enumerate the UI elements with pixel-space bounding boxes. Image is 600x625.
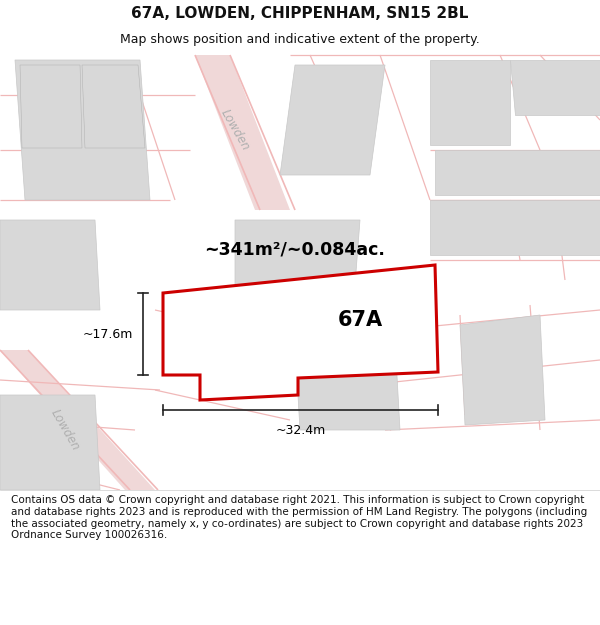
Polygon shape xyxy=(430,200,600,255)
Text: 67A: 67A xyxy=(337,310,383,330)
Text: ~17.6m: ~17.6m xyxy=(83,328,133,341)
Polygon shape xyxy=(430,60,510,145)
Polygon shape xyxy=(235,220,360,285)
Text: Map shows position and indicative extent of the property.: Map shows position and indicative extent… xyxy=(120,32,480,46)
Text: Lowden: Lowden xyxy=(218,107,252,153)
Text: Lowden: Lowden xyxy=(48,407,82,453)
Polygon shape xyxy=(200,293,310,368)
Text: ~341m²/~0.084ac.: ~341m²/~0.084ac. xyxy=(205,241,385,259)
Polygon shape xyxy=(195,55,290,210)
Polygon shape xyxy=(163,265,438,400)
Polygon shape xyxy=(435,150,600,195)
Text: Contains OS data © Crown copyright and database right 2021. This information is : Contains OS data © Crown copyright and d… xyxy=(11,496,587,540)
Polygon shape xyxy=(0,220,100,310)
Polygon shape xyxy=(510,60,600,115)
Text: ~32.4m: ~32.4m xyxy=(275,424,326,437)
Polygon shape xyxy=(0,395,100,490)
Polygon shape xyxy=(280,65,385,175)
Text: 67A, LOWDEN, CHIPPENHAM, SN15 2BL: 67A, LOWDEN, CHIPPENHAM, SN15 2BL xyxy=(131,6,469,21)
Polygon shape xyxy=(82,65,145,148)
Polygon shape xyxy=(0,350,155,490)
Polygon shape xyxy=(295,340,400,430)
Polygon shape xyxy=(20,65,82,148)
Polygon shape xyxy=(460,315,545,425)
Polygon shape xyxy=(15,60,150,200)
